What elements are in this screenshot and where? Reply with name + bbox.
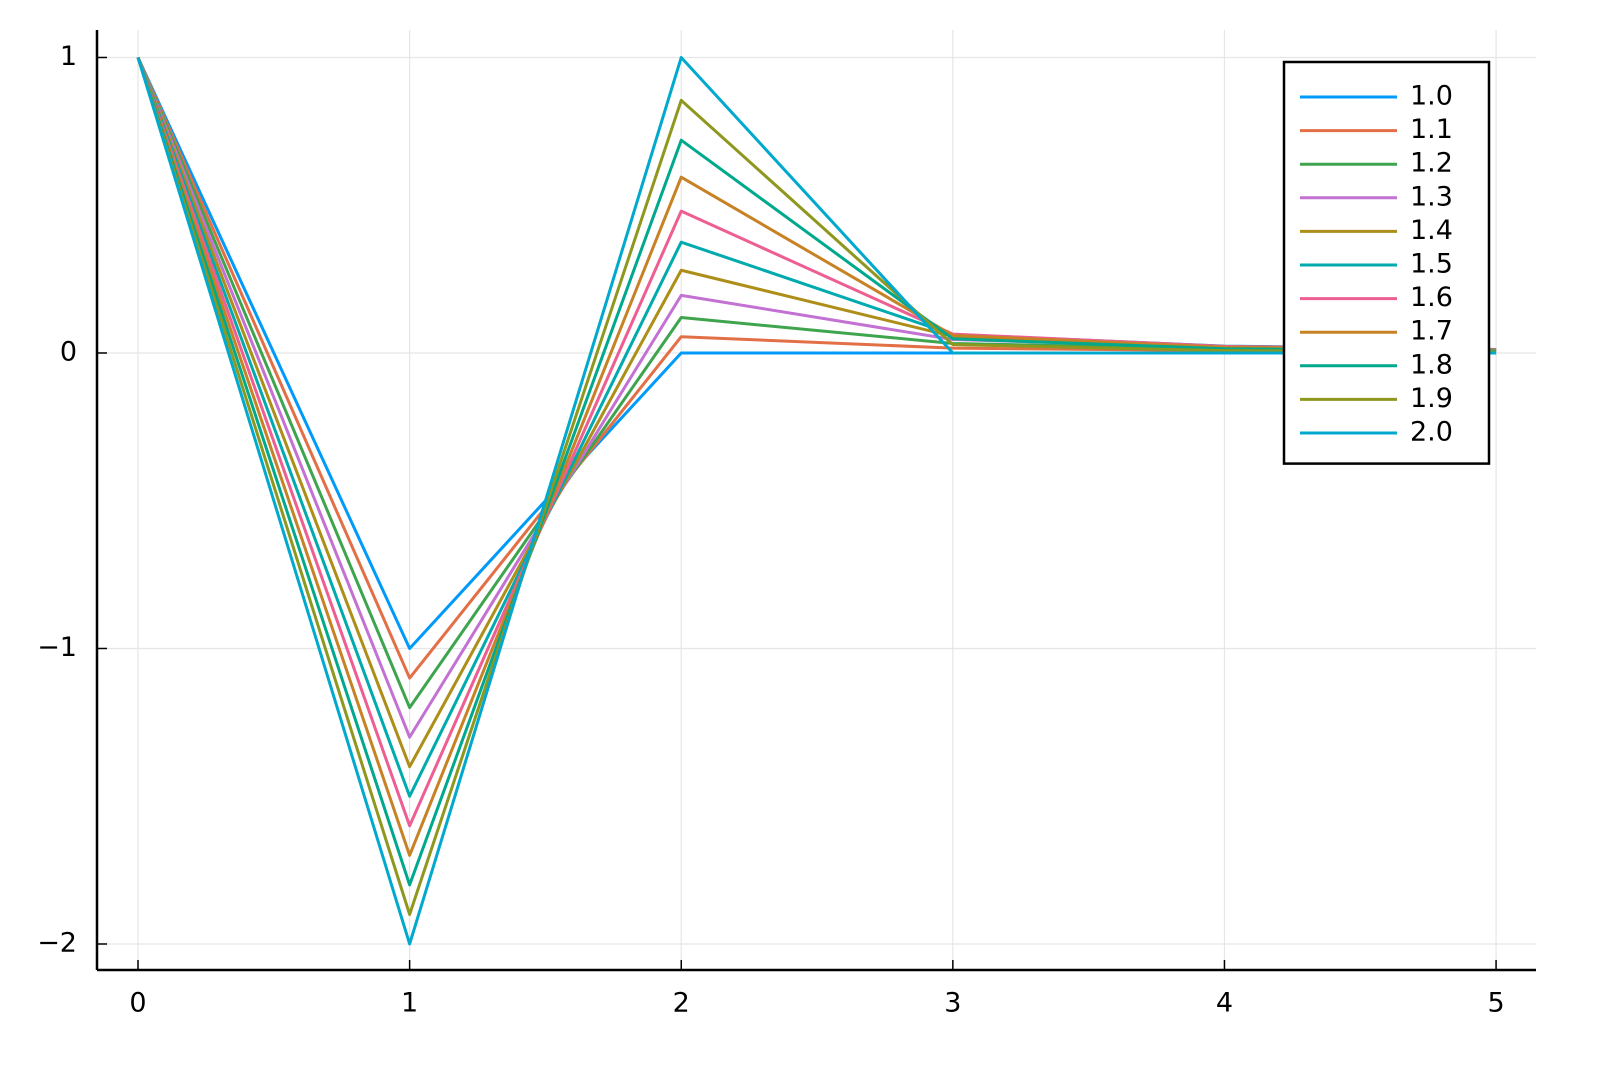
y-tick-label: 0: [60, 336, 77, 367]
legend-box: [1282, 60, 1491, 465]
x-tick-label: 0: [129, 988, 146, 1019]
series-line: [136, 55, 1497, 946]
legend-label: 1.2: [1410, 148, 1453, 179]
legend-label: 1.6: [1410, 282, 1453, 313]
x-tick-label: 5: [1487, 988, 1504, 1019]
x-tick-label: 4: [1216, 988, 1233, 1019]
legend-label: 1.1: [1410, 114, 1453, 145]
legend-label: 1.4: [1410, 215, 1453, 246]
x-tick-label: 3: [944, 988, 961, 1019]
legend-label: 1.8: [1410, 349, 1453, 380]
y-tick-label: −1: [37, 632, 77, 663]
legend-label: 2.0: [1410, 417, 1453, 448]
legend-label: 1.3: [1410, 181, 1453, 212]
legend-label: 1.7: [1410, 316, 1453, 347]
y-tick-label: −2: [37, 927, 77, 958]
x-tick-label: 1: [401, 988, 418, 1019]
legend-label: 1.9: [1410, 383, 1453, 414]
series-line: [136, 57, 1497, 887]
series-line: [136, 57, 1497, 916]
legend-label: 1.0: [1410, 81, 1453, 112]
y-tick-label: 1: [60, 41, 77, 72]
x-tick-label: 2: [673, 988, 690, 1019]
legend-label: 1.5: [1410, 249, 1453, 280]
